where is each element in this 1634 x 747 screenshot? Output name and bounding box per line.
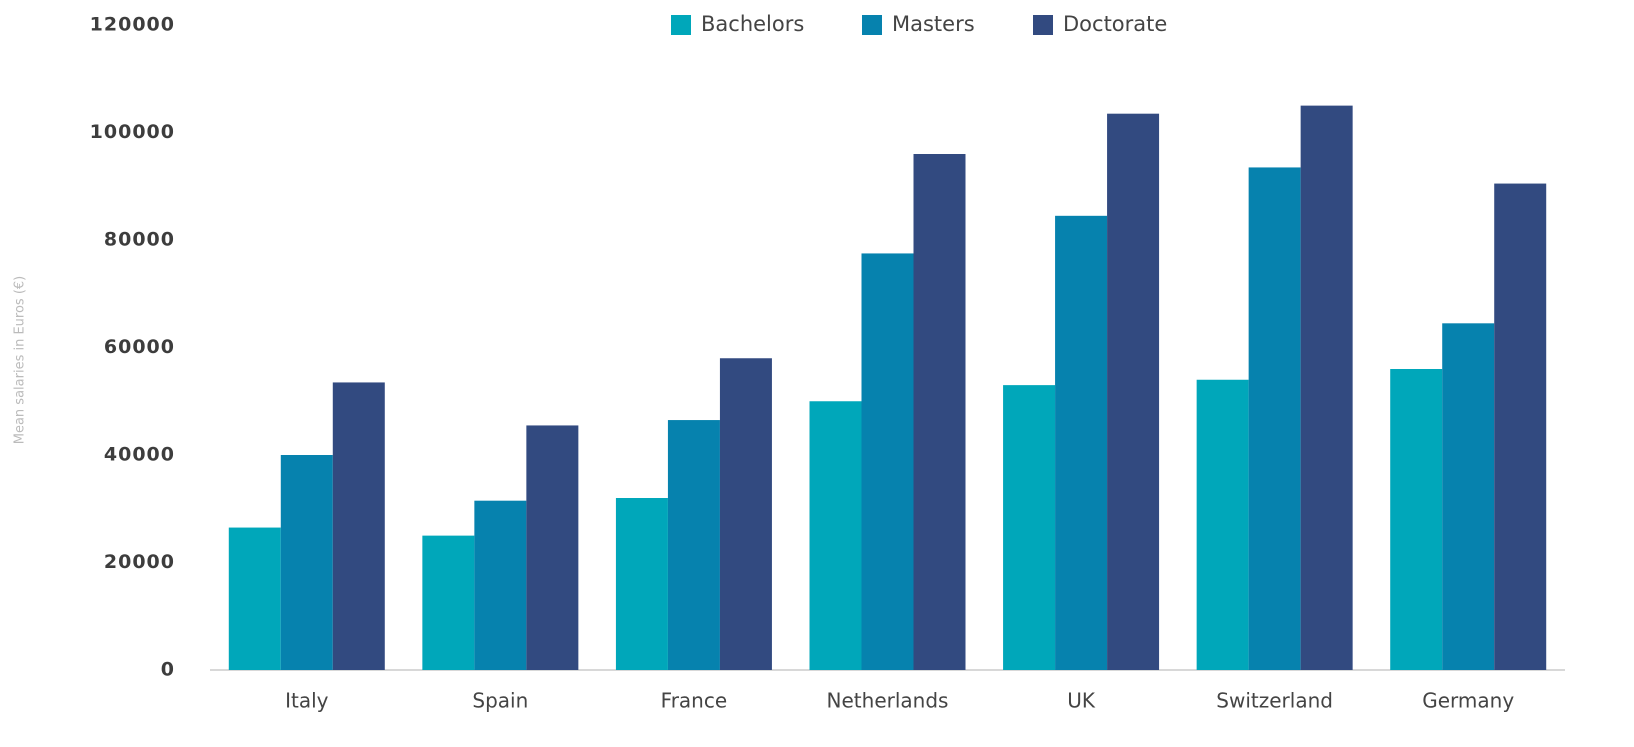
bar: [228, 527, 281, 670]
x-tick-label: Switzerland: [1216, 689, 1333, 713]
x-tick-label: Spain: [472, 689, 528, 713]
bar: [474, 500, 527, 670]
x-tick-label: UK: [1067, 689, 1096, 713]
bar: [1196, 379, 1249, 670]
legend-label: Bachelors: [701, 12, 804, 36]
x-tick-label: Netherlands: [827, 689, 949, 713]
y-tick-label: 20000: [104, 551, 175, 573]
y-tick-label: 80000: [104, 229, 175, 251]
legend-swatch: [1033, 15, 1053, 35]
bar: [526, 425, 579, 670]
bar: [809, 401, 862, 670]
legend-label: Masters: [892, 12, 975, 36]
legend-swatch: [862, 15, 882, 35]
bar: [422, 535, 475, 670]
x-tick-label: Germany: [1422, 689, 1514, 713]
bar: [280, 455, 333, 670]
bar: [1494, 183, 1547, 670]
y-tick-label: 100000: [90, 121, 175, 143]
bar: [1300, 105, 1353, 670]
bar: [861, 253, 914, 670]
y-tick-label: 120000: [90, 14, 175, 36]
bar: [1248, 167, 1301, 670]
y-tick-label: 0: [161, 659, 175, 681]
legend-swatch: [671, 15, 691, 35]
legend-label: Doctorate: [1063, 12, 1167, 36]
x-tick-label: France: [661, 689, 728, 713]
y-tick-label: 40000: [104, 444, 175, 466]
bar: [667, 420, 720, 670]
bar: [332, 382, 385, 670]
bar: [913, 154, 966, 670]
x-tick-label: Italy: [285, 689, 329, 713]
bar: [1442, 323, 1495, 670]
bar: [1055, 215, 1108, 670]
bar: [719, 358, 772, 670]
y-axis-title: Mean salaries in Euros (€): [13, 276, 28, 445]
y-tick-label: 60000: [104, 336, 175, 358]
bar: [615, 498, 668, 670]
bar: [1003, 385, 1056, 670]
bar: [1390, 369, 1443, 670]
bar: [1107, 113, 1160, 670]
